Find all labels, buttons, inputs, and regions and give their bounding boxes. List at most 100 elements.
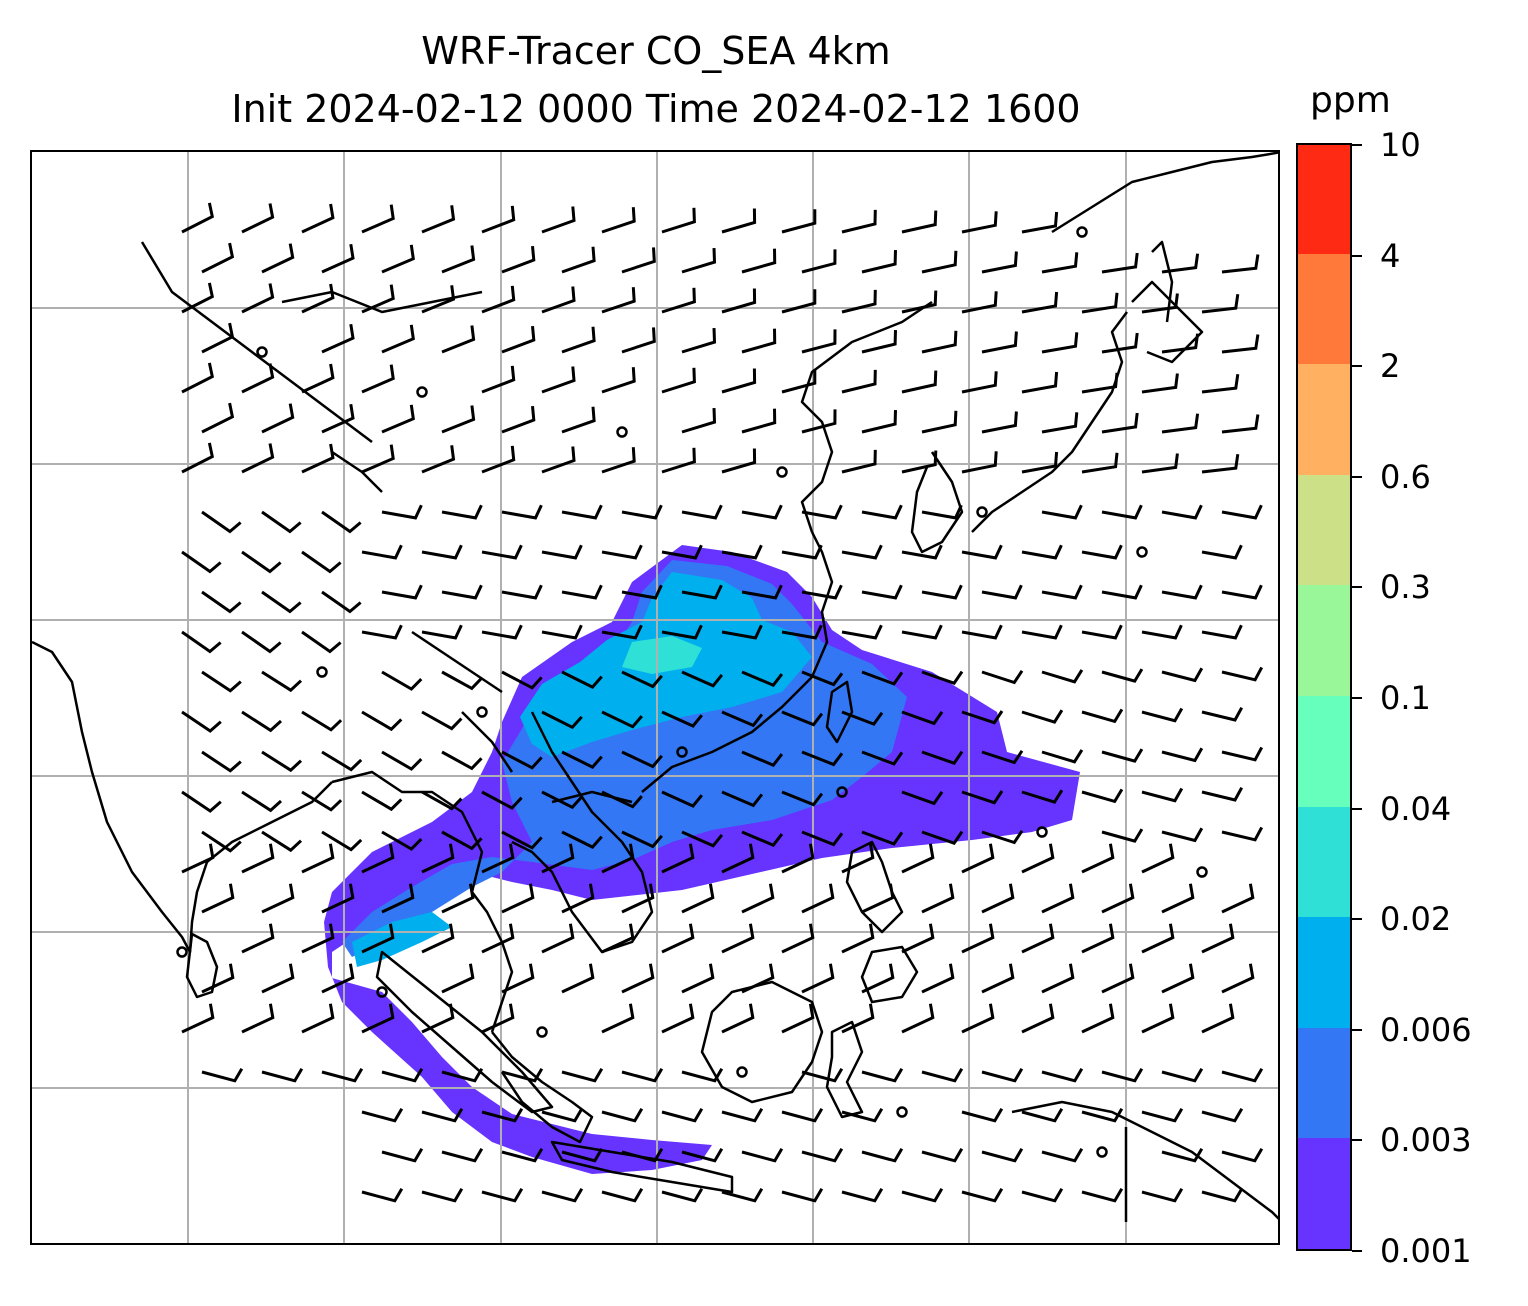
sri-lanka <box>185 932 219 999</box>
wind-barb <box>1161 413 1200 434</box>
wind-barb <box>1141 843 1175 874</box>
wind-barb <box>601 1187 644 1203</box>
wind-barb <box>661 624 703 640</box>
wind-barb <box>1161 883 1195 914</box>
wind-barb <box>501 1147 544 1163</box>
wind-barb <box>201 883 235 914</box>
wind-barb <box>981 963 1015 994</box>
wind-barb <box>801 670 844 687</box>
wind-barb <box>501 405 536 434</box>
wind-barb <box>421 843 455 874</box>
wind-barb <box>301 363 335 394</box>
colorbar-segment <box>1298 1026 1350 1139</box>
wind-barb <box>561 504 603 520</box>
wind-barb <box>681 830 724 848</box>
wind-barb <box>841 624 883 640</box>
wind-barb <box>441 883 475 914</box>
calm-wind-marker <box>316 666 328 678</box>
wind-barb <box>841 209 877 234</box>
malay-peninsula <box>491 1031 594 1144</box>
philippines-luzon <box>845 840 904 934</box>
wind-barb <box>921 1147 964 1163</box>
wind-barb <box>601 1003 635 1034</box>
wind-barb <box>901 1003 935 1034</box>
colorbar-tick-label: 0.3 <box>1380 568 1431 607</box>
wind-barb <box>1201 544 1243 560</box>
wind-barb <box>201 322 235 354</box>
wind-barb <box>421 285 456 314</box>
wind-barb <box>601 790 643 809</box>
wind-barb <box>561 584 603 600</box>
wind-barb <box>301 843 335 874</box>
wind-barb <box>841 710 884 726</box>
wind-barb <box>421 1003 455 1034</box>
wind-barb <box>1221 963 1255 994</box>
wind-barb <box>501 504 543 520</box>
wind-barb <box>1081 544 1123 560</box>
wind-barb <box>661 790 703 808</box>
wind-barb <box>1161 827 1204 843</box>
wind-barb <box>381 324 415 354</box>
colorbar-tick <box>1352 144 1362 146</box>
calm-wind-marker <box>1076 226 1088 238</box>
wind-barb <box>1161 1147 1204 1163</box>
wind-barb <box>201 402 235 434</box>
wind-barb <box>801 1147 844 1163</box>
colorbar-tick <box>1352 475 1362 478</box>
wind-barb <box>1041 332 1079 354</box>
wind-barb <box>1201 706 1244 722</box>
wind-barb <box>1101 883 1135 914</box>
wind-barb <box>801 584 843 600</box>
wind-barb <box>241 630 282 654</box>
wind-barb <box>501 325 536 354</box>
wind-barb <box>501 670 543 690</box>
wind-barb <box>441 1147 484 1163</box>
wind-barb <box>661 923 695 954</box>
colorbar-tick-label: 2 <box>1380 347 1401 386</box>
east-china-coast <box>800 300 933 533</box>
wind-barb <box>1041 669 1084 684</box>
wind-barb <box>241 363 275 394</box>
wind-barb <box>841 923 875 954</box>
wind-barb <box>741 408 777 434</box>
wind-barb <box>721 1187 764 1203</box>
wind-barb <box>661 544 703 560</box>
wind-barb <box>801 963 835 994</box>
wind-barb <box>201 242 235 274</box>
wind-barb <box>961 1003 995 1034</box>
wind-barb <box>1101 1067 1144 1083</box>
wind-barb <box>781 790 824 807</box>
wind-barb <box>721 710 764 728</box>
wind-barb <box>1021 1107 1064 1123</box>
wind-barb <box>441 504 483 520</box>
wind-barb <box>861 250 897 274</box>
sulawesi <box>825 1020 864 1119</box>
wind-barb <box>241 923 275 954</box>
wind-barb <box>981 749 1024 765</box>
wind-barb <box>241 790 283 813</box>
wind-barb <box>1101 412 1139 434</box>
colorbar-tick-label: 0.006 <box>1380 1010 1472 1049</box>
wind-barb <box>841 843 875 874</box>
wind-barb <box>1221 1147 1264 1163</box>
wind-barb <box>561 246 596 274</box>
wind-barb <box>441 750 483 771</box>
wind-barb <box>441 963 475 994</box>
wind-barb <box>1021 211 1059 234</box>
colorbar-tick <box>1352 254 1362 257</box>
wind-barb <box>421 205 456 234</box>
wind-barb <box>661 207 696 234</box>
wind-barb <box>381 670 423 691</box>
wind-barb <box>961 843 995 874</box>
calm-wind-marker <box>776 466 788 478</box>
wind-barb <box>1221 666 1264 682</box>
wind-barb <box>1201 1003 1235 1034</box>
wind-barb <box>381 244 415 274</box>
wind-barb <box>1141 453 1179 474</box>
wind-barb <box>981 669 1024 685</box>
sakhalin <box>1151 240 1174 323</box>
colorbar-tick-label: 0.04 <box>1380 789 1452 828</box>
borneo <box>700 980 824 1104</box>
wind-barb <box>781 624 823 640</box>
wind-barb <box>201 510 242 534</box>
